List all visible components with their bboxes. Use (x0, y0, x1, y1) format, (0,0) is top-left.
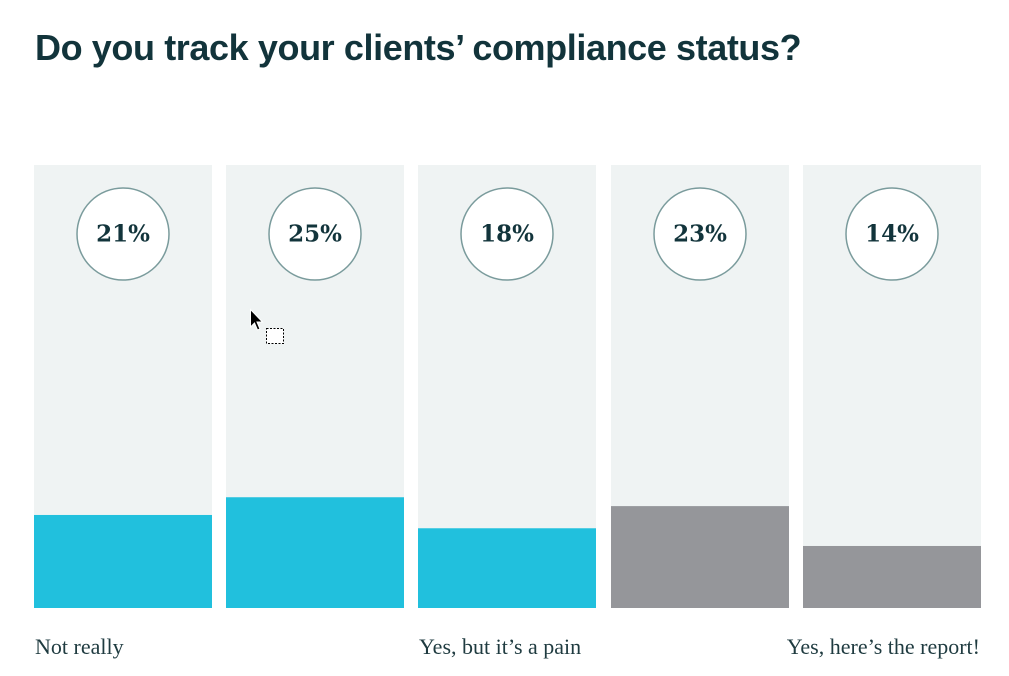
value-badge (460, 187, 554, 281)
bar (34, 514, 212, 608)
data-label: 21% (96, 221, 150, 248)
scale-label-middle: Yes, but it’s a pain (419, 634, 582, 659)
bar-column: 25% (226, 165, 404, 608)
bar (418, 528, 596, 608)
data-label: 14% (865, 221, 919, 248)
bar-column: 18% (418, 165, 596, 608)
data-label: 25% (288, 221, 342, 248)
value-badge (845, 187, 939, 281)
bar-column: 23% (611, 165, 789, 608)
bar (611, 506, 789, 608)
value-badge (268, 187, 362, 281)
bar-column: 21% (34, 165, 212, 608)
bar (226, 497, 404, 608)
scale-label-left: Not really (35, 634, 124, 659)
mouse-cursor-icon (250, 308, 284, 344)
scale-label-right: Yes, here’s the report! (786, 634, 980, 659)
value-badge (653, 187, 747, 281)
data-label: 23% (673, 221, 727, 248)
value-badge (76, 187, 170, 281)
data-label: 18% (480, 221, 534, 248)
bar (803, 545, 981, 608)
chart-title: Do you track your clients’ compliance st… (35, 27, 802, 68)
bar-column: 14% (803, 165, 981, 608)
